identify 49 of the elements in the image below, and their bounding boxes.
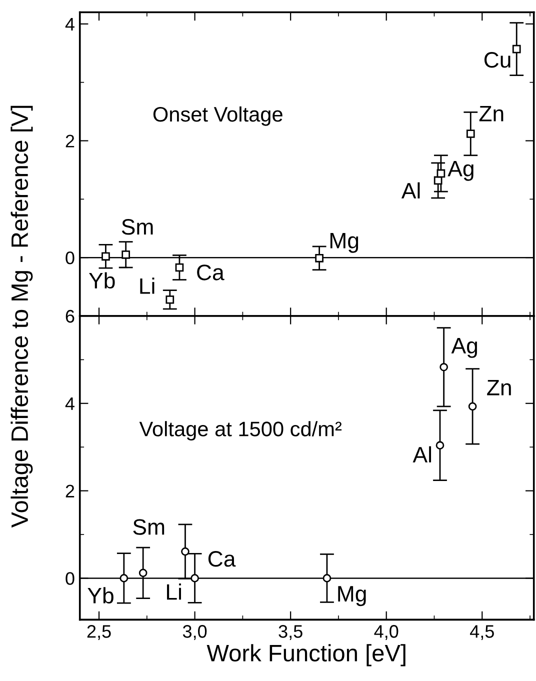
point xyxy=(166,295,174,304)
y-tick-label: 4 xyxy=(65,398,74,410)
x-tick-label: 3,0 xyxy=(182,625,207,640)
point xyxy=(436,441,444,450)
point xyxy=(138,568,148,578)
annotation: Yb xyxy=(88,587,114,604)
annotation: Mg xyxy=(338,586,366,606)
y-tick-label: 6 xyxy=(66,310,74,323)
y-tick-label: 2 xyxy=(66,484,74,498)
annotation: Ag xyxy=(451,338,478,358)
point xyxy=(190,574,199,582)
point xyxy=(468,402,477,411)
x-axis-title: Work Function [eV] xyxy=(206,644,406,666)
point xyxy=(322,574,332,582)
x-tick-label: 4,0 xyxy=(374,625,398,640)
annotation: Li xyxy=(167,584,181,600)
annotation: Voltage at 1500 cd/m² xyxy=(139,421,342,441)
annotation: Sm xyxy=(122,219,153,235)
point xyxy=(102,252,110,261)
annotation: Onset Voltage xyxy=(153,106,282,126)
point xyxy=(181,547,190,556)
annotation: Ca xyxy=(208,551,236,567)
annotation: Ag xyxy=(448,160,474,181)
point xyxy=(440,362,448,372)
annotation: Zn xyxy=(479,106,504,122)
y-axis-title: Voltage Difference to Mg - Reference [V] xyxy=(10,106,33,528)
annotation: Li xyxy=(140,278,154,294)
point xyxy=(466,130,475,138)
y-tick-label: 2 xyxy=(66,134,74,148)
x-tick-label: 2,5 xyxy=(87,625,111,640)
point xyxy=(175,263,184,272)
annotation: Zn xyxy=(487,380,511,396)
annotation: Al xyxy=(401,182,420,198)
point xyxy=(120,574,128,582)
annotation: Mg xyxy=(330,232,358,253)
x-tick-label: 4,5 xyxy=(470,625,494,640)
annotation: Cu xyxy=(484,52,510,68)
annotation: Al xyxy=(412,446,432,462)
x-tick-label: 3,5 xyxy=(278,625,302,640)
y-tick-label: 0 xyxy=(66,572,74,585)
point xyxy=(436,169,446,178)
point xyxy=(122,250,130,259)
y-tick-label: 0 xyxy=(66,252,74,264)
annotation: Yb xyxy=(89,272,115,289)
y-tick-label: 4 xyxy=(65,18,74,30)
annotation: Sm xyxy=(133,519,164,535)
annotation: Ca xyxy=(197,264,224,280)
point xyxy=(512,44,521,54)
point xyxy=(315,254,324,262)
